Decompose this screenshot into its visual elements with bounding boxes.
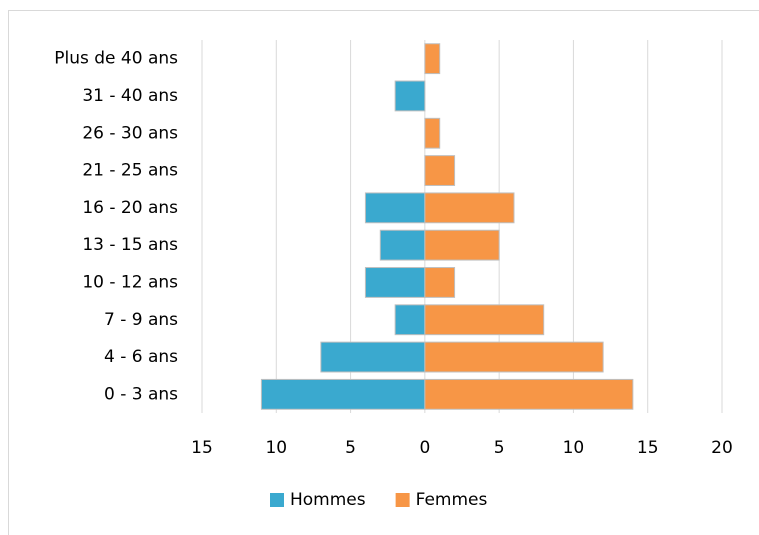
x-tick-label: 15 bbox=[637, 438, 659, 458]
bar bbox=[424, 378, 634, 410]
y-tick-label: 10 - 12 ans bbox=[82, 272, 178, 292]
bar bbox=[424, 229, 500, 261]
bar bbox=[424, 304, 545, 336]
bar bbox=[424, 341, 604, 373]
bar bbox=[424, 155, 456, 186]
y-tick-label: Plus de 40 ans bbox=[54, 49, 178, 69]
y-tick-label: 21 - 25 ans bbox=[82, 161, 178, 181]
y-tick-label: 7 - 9 ans bbox=[104, 310, 178, 330]
x-tick-label: 0 bbox=[419, 438, 430, 458]
legend-label: Hommes bbox=[290, 490, 366, 510]
legend-label: Femmes bbox=[416, 490, 488, 510]
x-tick-label: 10 bbox=[265, 438, 287, 458]
x-tick-label: 5 bbox=[345, 438, 356, 458]
bar bbox=[424, 192, 515, 224]
legend-swatch bbox=[395, 493, 410, 507]
bar bbox=[260, 378, 426, 410]
y-tick-label: 0 - 3 ans bbox=[104, 384, 178, 404]
bar bbox=[394, 80, 426, 112]
bar bbox=[424, 267, 456, 298]
y-tick-label: 31 - 40 ans bbox=[82, 86, 178, 106]
x-tick-label: 20 bbox=[711, 438, 733, 458]
y-tick-label: 13 - 15 ans bbox=[82, 235, 178, 255]
x-tick-label: 15 bbox=[191, 438, 213, 458]
y-tick-label: 4 - 6 ans bbox=[104, 347, 178, 367]
legend-swatch bbox=[270, 493, 284, 507]
x-tick-label: 5 bbox=[494, 438, 505, 458]
y-tick-label: 16 - 20 ans bbox=[82, 198, 178, 218]
bar bbox=[364, 267, 426, 298]
x-tick-label: 10 bbox=[563, 438, 585, 458]
bar bbox=[394, 304, 426, 336]
bar bbox=[379, 229, 426, 261]
y-tick-label: 26 - 30 ans bbox=[82, 123, 178, 143]
bar bbox=[424, 117, 441, 149]
bar bbox=[320, 341, 426, 373]
bar bbox=[424, 43, 441, 75]
bar bbox=[364, 192, 426, 224]
